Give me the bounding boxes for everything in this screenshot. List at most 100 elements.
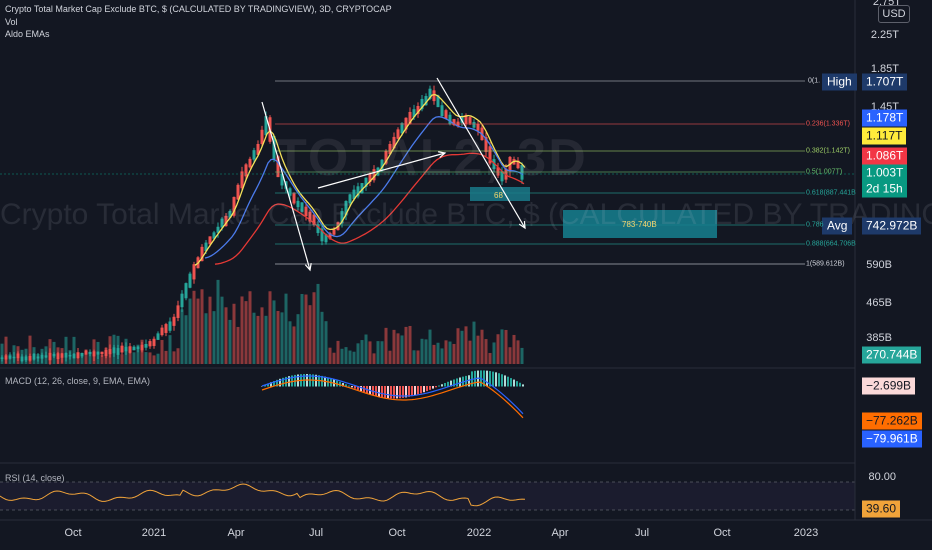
candle-body bbox=[288, 188, 292, 196]
candle-body bbox=[184, 283, 188, 299]
volume-bar bbox=[260, 307, 264, 364]
candle-body bbox=[436, 95, 440, 108]
candle-body bbox=[104, 350, 108, 357]
candle-body bbox=[452, 119, 456, 126]
candle-body bbox=[188, 273, 192, 288]
candle-body bbox=[12, 356, 16, 359]
macd-hist-bar bbox=[522, 384, 524, 387]
candle-body bbox=[312, 214, 316, 226]
candle-body bbox=[412, 109, 416, 118]
volume-bar bbox=[412, 350, 416, 364]
macd-label[interactable]: MACD (12, 26, close, 9, EMA, EMA) bbox=[5, 376, 151, 386]
macd-hist-bar bbox=[285, 376, 287, 387]
candle-body bbox=[76, 352, 80, 359]
volume-bar bbox=[456, 328, 460, 364]
volume-bar bbox=[76, 355, 80, 364]
volume-bar bbox=[308, 305, 312, 364]
rsi-value-tag: 39.60 bbox=[862, 500, 901, 518]
fib-level-0786: 0.786 bbox=[806, 221, 824, 229]
arrowhead bbox=[304, 263, 312, 272]
candle-body bbox=[428, 88, 432, 99]
candle-body bbox=[516, 160, 520, 169]
candle-body bbox=[8, 355, 12, 359]
candle-body bbox=[40, 354, 44, 359]
volume-bar bbox=[436, 342, 440, 364]
arrow-line bbox=[261, 101, 311, 271]
macd-hist-bar bbox=[261, 386, 263, 387]
macd-hist-bar bbox=[348, 385, 350, 387]
candle-body bbox=[216, 226, 220, 233]
macd-hist-tag: −2.699B bbox=[862, 377, 916, 395]
candle-body bbox=[240, 171, 244, 189]
ema-blue-line bbox=[204, 116, 524, 259]
candle-body bbox=[416, 105, 420, 115]
macd-hist-bar bbox=[426, 386, 428, 392]
candle-body bbox=[372, 169, 376, 181]
candle-body bbox=[28, 355, 32, 361]
time-tick: 2023 bbox=[793, 527, 819, 539]
volume-bar bbox=[192, 290, 196, 364]
macd-hist-bar bbox=[279, 378, 281, 387]
volume-bar bbox=[488, 352, 492, 364]
macd-hist-bar bbox=[468, 375, 470, 387]
indicator-ema[interactable]: Aldo EMAs bbox=[5, 29, 50, 39]
blue-ema-tag: 1.178T bbox=[862, 109, 908, 127]
target-box-1 bbox=[470, 187, 530, 201]
volume-bar bbox=[276, 310, 280, 364]
candle-body bbox=[24, 356, 28, 361]
macd-hist-bar bbox=[399, 386, 401, 399]
candle-body bbox=[36, 356, 40, 359]
candle-body bbox=[352, 189, 356, 200]
macd-hist-bar bbox=[429, 386, 431, 390]
macd-hist-bar bbox=[456, 378, 458, 387]
macd-hist-bar bbox=[450, 380, 452, 387]
candle-body bbox=[16, 353, 20, 359]
volume-bar bbox=[28, 335, 32, 364]
macd-hist-bar bbox=[453, 379, 455, 387]
rsi-label[interactable]: RSI (14, close) bbox=[5, 473, 65, 483]
volume-bar bbox=[476, 335, 480, 364]
candle-body bbox=[272, 136, 276, 160]
candle-body bbox=[200, 246, 204, 262]
candle-body bbox=[224, 215, 228, 227]
description-watermark: Crypto Total Market Cap Exclude BTC, $ (… bbox=[0, 198, 932, 231]
candle-body bbox=[136, 346, 140, 350]
candle-body bbox=[252, 150, 256, 160]
volume-bar bbox=[212, 311, 216, 364]
volume-bar bbox=[296, 314, 300, 364]
candle-body bbox=[432, 90, 436, 102]
candle-body bbox=[180, 293, 184, 308]
volume-bar bbox=[236, 326, 240, 364]
fib-level-0618: 0.618(887.441B bbox=[806, 189, 856, 197]
candle-body bbox=[444, 110, 448, 119]
time-tick: Apr bbox=[227, 527, 245, 539]
candle-body bbox=[500, 171, 504, 182]
last-price-tag: 1.003T bbox=[862, 164, 908, 182]
chart-title[interactable]: Crypto Total Market Cap Exclude BTC, $ (… bbox=[5, 4, 392, 14]
indicator-vol[interactable]: Vol bbox=[5, 17, 18, 27]
candle-body bbox=[392, 136, 396, 149]
candle-body bbox=[264, 116, 268, 136]
candle-body bbox=[124, 346, 128, 352]
volume-bar bbox=[332, 352, 336, 364]
macd-hist-bar bbox=[411, 386, 413, 397]
volume-bar bbox=[168, 335, 172, 364]
volume-bar bbox=[404, 326, 408, 364]
volume-bar bbox=[328, 347, 332, 364]
currency-button[interactable]: USD bbox=[878, 5, 910, 23]
candle-body bbox=[60, 353, 64, 358]
candle-body bbox=[356, 186, 360, 197]
macd-hist-bar bbox=[510, 378, 512, 387]
candle-body bbox=[424, 96, 428, 106]
volume-bar bbox=[320, 311, 324, 364]
candle-body bbox=[52, 353, 56, 357]
arrowhead bbox=[438, 151, 447, 159]
candle-body bbox=[140, 344, 144, 351]
volume-bar bbox=[224, 307, 228, 364]
macd-hist-bar bbox=[486, 370, 488, 387]
candle-body bbox=[148, 341, 152, 347]
volume-bar bbox=[156, 353, 160, 364]
volume-bar bbox=[392, 329, 396, 364]
macd-hist-bar bbox=[273, 381, 275, 387]
